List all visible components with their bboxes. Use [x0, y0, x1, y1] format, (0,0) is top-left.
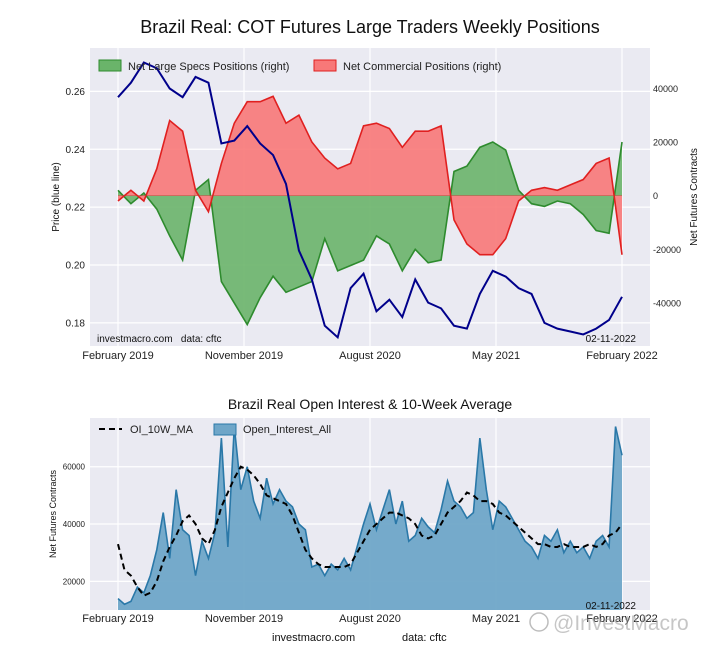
bottom-y-tick-label: 60000: [63, 463, 86, 472]
top-left-axis-label: Price (blue line): [51, 162, 62, 231]
oi-line: [117, 426, 623, 606]
top-right-axis-label: Net Futures Contracts: [689, 148, 700, 246]
legend-swatch-oi: [213, 423, 237, 436]
top-x-axis-ticks: February 2019 November 2019 August 2020 May…: [82, 350, 658, 362]
bottom-x-tick-label: August 2020: [339, 613, 401, 625]
footer-site: investmacro.com: [272, 632, 355, 644]
legend-swatch-commercial: [313, 59, 337, 72]
top-right-tick-label: -20000: [653, 245, 681, 255]
commercial-line: [117, 95, 623, 256]
bottom-x-tick-label: November 2019: [205, 613, 283, 625]
top-price-line: [117, 61, 623, 340]
bottom-y-tick-label: 40000: [63, 520, 86, 529]
bottom-moving-average: [117, 465, 623, 597]
bottom-x-tick-label: February 2019: [82, 613, 154, 625]
top-left-tick-label: 0.24: [66, 145, 86, 156]
ma-line: [117, 465, 623, 597]
legend-label-oi: Open_Interest_All: [243, 424, 331, 436]
legend-label-commercial: Net Commercial Positions (right): [343, 61, 501, 73]
top-right-axis-ticks: -40000 -20000 0 20000 40000: [653, 84, 681, 309]
top-position-areas: [117, 95, 623, 327]
bottom-oi-area: [117, 426, 623, 610]
legend-swatch-specs: [98, 59, 122, 72]
top-left-tick-label: 0.20: [66, 260, 86, 271]
top-right-tick-label: 40000: [653, 84, 678, 94]
watermark-logo-icon: [529, 612, 549, 632]
bottom-chart-title: Brazil Real Open Interest & 10-Week Aver…: [228, 396, 513, 412]
price-line: [117, 61, 623, 340]
top-left-tick-label: 0.18: [66, 318, 86, 329]
top-x-tick-label: February 2022: [586, 350, 658, 362]
footer-data: data: cftc: [402, 632, 447, 644]
legend-label-specs: Net Large Specs Positions (right): [128, 61, 289, 73]
top-right-tick-label: 20000: [653, 137, 678, 147]
bottom-x-tick-label: February 2022: [586, 613, 658, 625]
top-left-tick-label: 0.22: [66, 203, 86, 214]
legend-label-ma: OI_10W_MA: [130, 424, 194, 436]
specs-line: [117, 141, 623, 327]
top-legend: Net Large Specs Positions (right) Net Co…: [98, 59, 501, 73]
oi-area: [118, 426, 622, 610]
bottom-y-axis-ticks: 20000 40000 60000: [63, 463, 86, 587]
top-annotation-source: investmacro.com data: cftc: [97, 334, 222, 345]
top-annotation-date: 02-11-2022: [586, 334, 637, 345]
top-x-tick-label: August 2020: [339, 350, 401, 362]
bottom-annotation-date: 02-11-2022: [586, 601, 637, 612]
bottom-y-axis-label: Net Futures Contracts: [48, 469, 58, 558]
bottom-x-axis-ticks: February 2019 November 2019 August 2020 May…: [82, 613, 658, 625]
watermark-text: @InvestMacro: [553, 612, 689, 635]
cot-positions-chart: Brazil Real: COT Futures Large Traders W…: [51, 17, 700, 362]
watermark: @InvestMacro: [529, 612, 689, 635]
top-left-axis-ticks: 0.18 0.20 0.22 0.24 0.26: [66, 87, 86, 329]
specs-area: [118, 141, 622, 325]
top-x-tick-label: February 2019: [82, 350, 154, 362]
bottom-y-tick-label: 20000: [63, 577, 86, 586]
top-right-tick-label: -40000: [653, 299, 681, 309]
commercial-area: [118, 96, 622, 255]
bottom-legend: OI_10W_MA Open_Interest_All: [99, 423, 331, 436]
top-left-tick-label: 0.26: [66, 87, 86, 98]
top-right-tick-label: 0: [653, 191, 658, 201]
top-chart-title: Brazil Real: COT Futures Large Traders W…: [140, 17, 600, 37]
open-interest-chart: Brazil Real Open Interest & 10-Week Aver…: [48, 396, 658, 625]
bottom-x-tick-label: May 2021: [472, 613, 520, 625]
top-x-tick-label: November 2019: [205, 350, 283, 362]
top-x-tick-label: May 2021: [472, 350, 520, 362]
